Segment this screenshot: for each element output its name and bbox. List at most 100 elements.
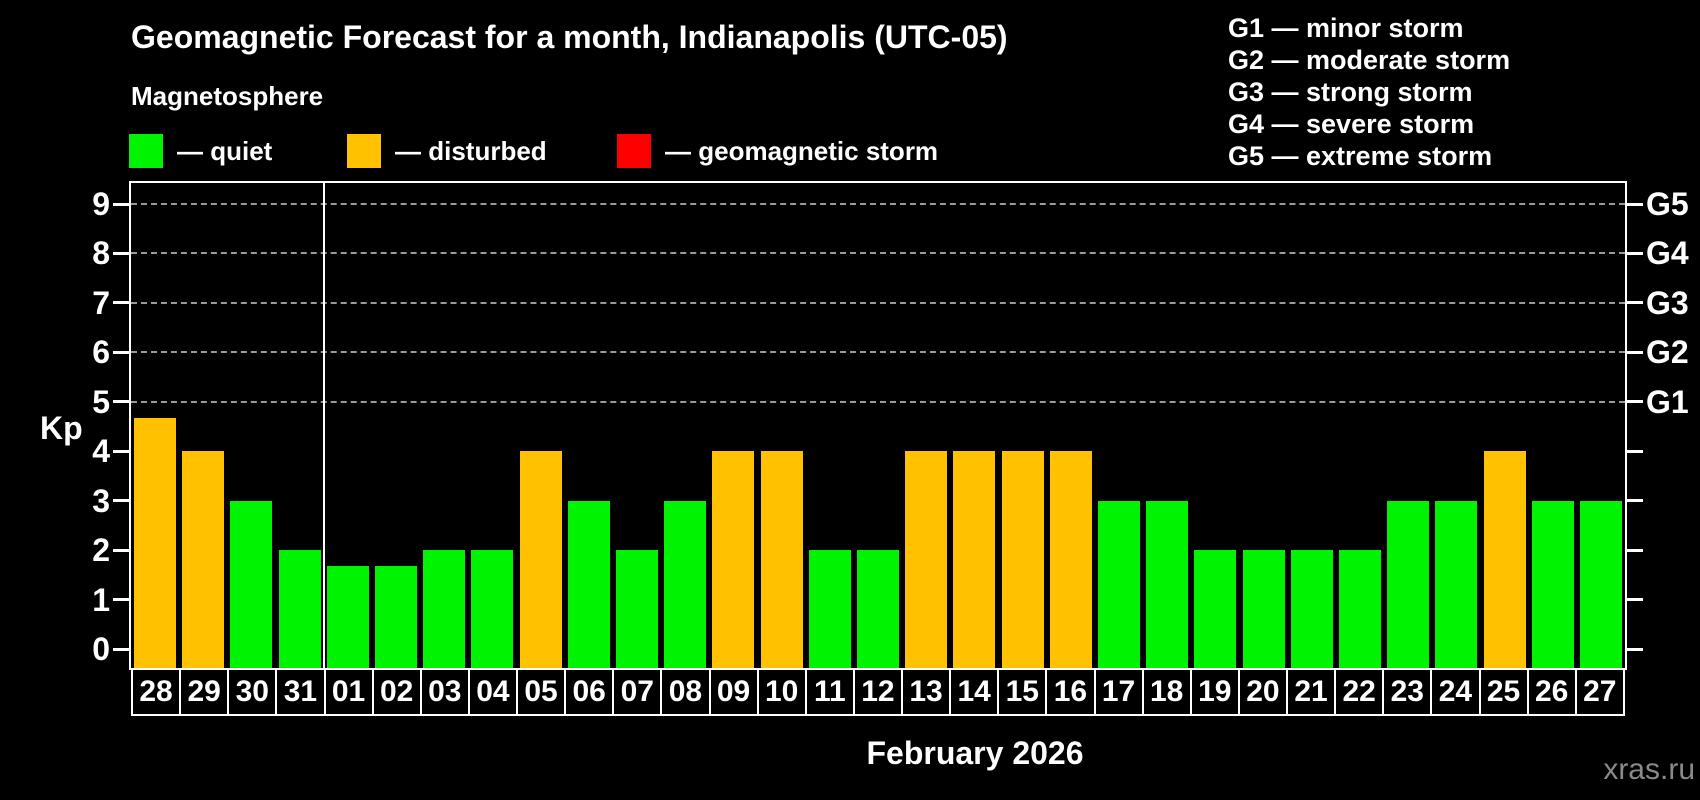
- kp-bar-day-23: [1387, 500, 1430, 668]
- day-label-cell: 23: [1382, 668, 1431, 716]
- day-label-cell: 20: [1237, 668, 1286, 716]
- y-axis-label: 8: [92, 235, 110, 272]
- y-axis-tick-left: [113, 548, 131, 552]
- y-axis-label: 5: [92, 383, 110, 420]
- y-axis-tick-right: [1625, 251, 1643, 255]
- y-axis-tick-left: [113, 400, 131, 404]
- kp-bar-day-13: [905, 451, 948, 668]
- kp-bar-day-21: [1290, 550, 1333, 668]
- kp-bar-day-12: [857, 550, 899, 668]
- watermark: xras.ru: [1603, 753, 1695, 786]
- kp-bar-day-28: [134, 418, 177, 668]
- y-axis-tick-left: [113, 598, 131, 602]
- day-label-cell: 26: [1526, 668, 1575, 716]
- kp-bar-day-22: [1338, 550, 1381, 668]
- day-label-cell: 27: [1574, 668, 1625, 716]
- legend-swatch-storm: [617, 134, 651, 168]
- day-label-cell: 25: [1478, 668, 1527, 716]
- gridline-g4: [131, 252, 1625, 255]
- g-scale-legend: G1 — minor storm G2 — moderate storm G3 …: [1228, 12, 1510, 172]
- y-axis-tick-right: [1625, 301, 1643, 305]
- kp-bar-day-01: [326, 566, 369, 668]
- y-axis-tick-left: [113, 202, 131, 206]
- g-legend-line-g3: G3 — strong storm: [1228, 77, 1473, 107]
- y-axis-tick-right: [1625, 647, 1643, 651]
- y-axis-tick-left: [113, 647, 131, 651]
- month-separator-line: [322, 183, 325, 668]
- y-axis-tick-left: [113, 499, 131, 503]
- kp-bar-day-03: [423, 550, 466, 668]
- day-label-cell: 06: [564, 668, 613, 716]
- legend-label-storm: — geomagnetic storm: [665, 136, 939, 166]
- day-label-cell: 15: [997, 668, 1046, 716]
- kp-bar-day-06: [567, 500, 610, 668]
- g-scale-label-g4: G4: [1646, 235, 1689, 272]
- plot-area: [129, 181, 1627, 670]
- y-axis-tick-right: [1625, 449, 1643, 453]
- kp-bar-day-15: [1001, 451, 1044, 668]
- kp-bar-day-08: [664, 500, 707, 668]
- gridline-g3: [131, 301, 1625, 304]
- kp-bar-day-04: [471, 550, 514, 668]
- kp-bar-day-19: [1194, 550, 1237, 668]
- kp-bar-day-18: [1146, 500, 1189, 668]
- y-axis-tick-right: [1625, 400, 1643, 404]
- day-label-cell: 21: [1286, 668, 1335, 716]
- y-axis-label: 7: [92, 284, 110, 321]
- day-label-cell: 09: [708, 668, 757, 716]
- day-label-cell: 03: [419, 668, 468, 716]
- day-label-cell: 16: [1045, 668, 1094, 716]
- kp-bar-day-31: [278, 550, 321, 668]
- day-label-cell: 13: [901, 668, 950, 716]
- g-legend-line-g4: G4 — severe storm: [1228, 109, 1475, 139]
- day-label-cell: 08: [660, 668, 709, 716]
- g-legend-line-g5: G5 — extreme storm: [1228, 141, 1493, 171]
- day-label-cell: 07: [612, 668, 661, 716]
- day-label-cell: 31: [275, 668, 324, 716]
- y-axis-label: 4: [92, 433, 110, 470]
- y-axis-label: 6: [92, 334, 110, 371]
- kp-bar-day-17: [1097, 500, 1140, 668]
- day-label-cell: 12: [852, 668, 901, 716]
- magnetosphere-subtitle: Magnetosphere: [131, 81, 324, 111]
- kp-bar-day-29: [182, 451, 225, 668]
- y-axis-tick-right: [1625, 499, 1643, 503]
- kp-bar-day-07: [616, 550, 659, 668]
- month-label: February 2026: [866, 735, 1084, 771]
- y-axis-tick-left: [113, 301, 131, 305]
- day-label-cell: 14: [949, 668, 998, 716]
- y-axis-label: 3: [92, 482, 110, 519]
- gridline-g2: [131, 351, 1625, 354]
- y-axis-tick-right: [1625, 598, 1643, 602]
- y-axis-tick-right: [1625, 350, 1643, 354]
- day-label-cell: 19: [1189, 668, 1238, 716]
- gridline-g5: [131, 203, 1625, 206]
- kp-bar-day-05: [519, 451, 562, 668]
- legend-label-quiet: — quiet: [177, 136, 273, 166]
- legend-label-disturbed: — disturbed: [395, 136, 547, 166]
- g-legend-line-g1: G1 — minor storm: [1228, 13, 1464, 43]
- y-axis-label: 9: [92, 186, 110, 223]
- day-label-cell: 29: [179, 668, 228, 716]
- day-label-cell: 01: [323, 668, 372, 716]
- day-label-cell: 05: [516, 668, 565, 716]
- gridline-g1: [131, 400, 1625, 403]
- kp-bar-day-11: [808, 550, 851, 668]
- y-axis-label: 1: [92, 581, 110, 618]
- day-label-cell: 28: [131, 668, 180, 716]
- kp-bar-day-24: [1435, 500, 1478, 668]
- kp-bar-day-14: [953, 451, 996, 668]
- y-axis-tick-left: [113, 449, 131, 453]
- kp-bar-day-26: [1531, 500, 1574, 668]
- y-axis-label: 0: [92, 631, 110, 667]
- day-label-cell: 24: [1430, 668, 1479, 716]
- day-label-cell: 17: [1093, 668, 1142, 716]
- day-label-cell: 11: [804, 668, 853, 716]
- y-axis-tick-left: [113, 350, 131, 354]
- g-scale-label-g3: G3: [1646, 284, 1689, 321]
- kp-bar-day-25: [1483, 451, 1526, 668]
- y-axis-label: 2: [92, 532, 110, 569]
- kp-bar-day-20: [1242, 550, 1285, 668]
- legend-swatch-quiet: [129, 134, 163, 168]
